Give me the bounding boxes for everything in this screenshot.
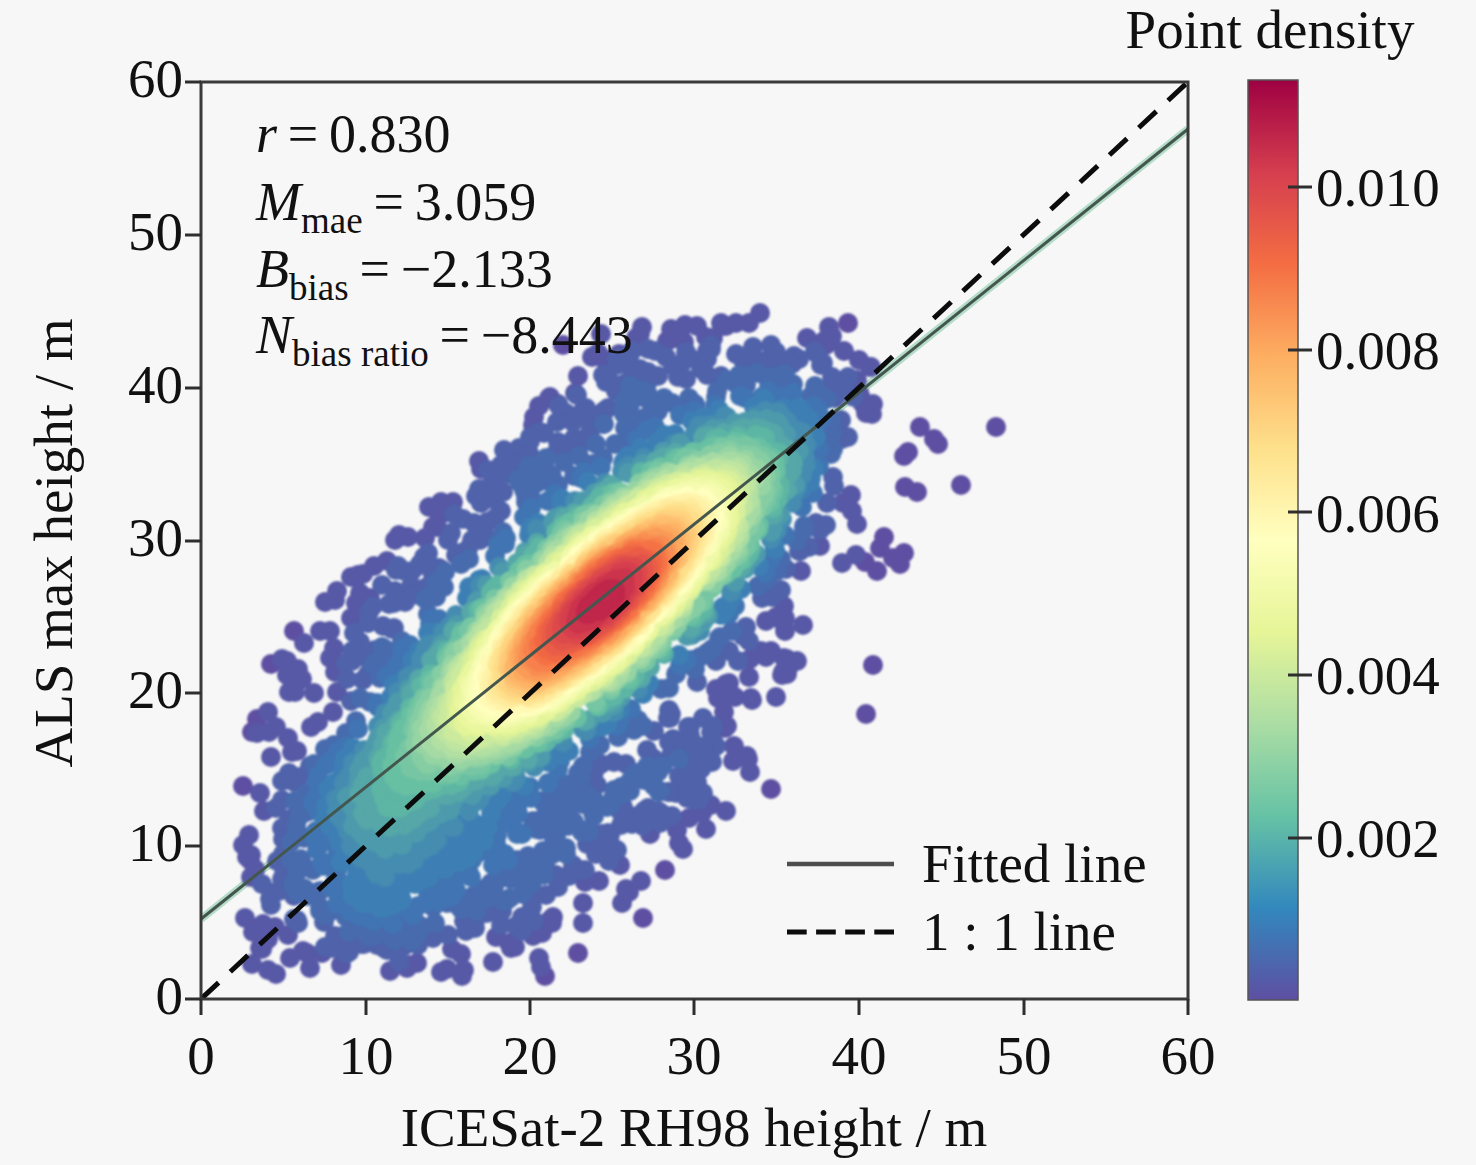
svg-text:50: 50 [997,1025,1052,1086]
svg-text:r = 0.830: r = 0.830 [256,104,451,164]
svg-text:0.004: 0.004 [1316,645,1440,706]
svg-text:40: 40 [128,354,183,415]
svg-text:Fitted line: Fitted line [922,833,1147,894]
svg-text:60: 60 [1161,1025,1216,1086]
svg-text:30: 30 [128,507,183,568]
svg-text:20: 20 [503,1025,558,1086]
svg-text:60: 60 [128,48,183,109]
svg-text:30: 30 [667,1025,722,1086]
svg-text:ICESat-2 RH98 height / m: ICESat-2 RH98 height / m [401,1097,988,1158]
svg-text:Mmae = 3.059: Mmae = 3.059 [255,172,536,241]
svg-text:0.008: 0.008 [1316,320,1440,381]
svg-text:ALS max height / m: ALS max height / m [23,318,84,767]
svg-text:Point density: Point density [1126,0,1415,60]
svg-text:20: 20 [128,659,183,720]
svg-text:40: 40 [832,1025,887,1086]
svg-text:0: 0 [156,965,184,1026]
svg-text:0: 0 [187,1025,215,1086]
svg-text:10: 10 [128,812,183,873]
svg-text:10: 10 [339,1025,394,1086]
svg-text:1 : 1 line: 1 : 1 line [922,901,1116,962]
svg-text:50: 50 [128,201,183,262]
svg-text:0.010: 0.010 [1316,157,1440,218]
svg-text:0.002: 0.002 [1316,808,1440,869]
svg-text:0.006: 0.006 [1316,483,1440,544]
